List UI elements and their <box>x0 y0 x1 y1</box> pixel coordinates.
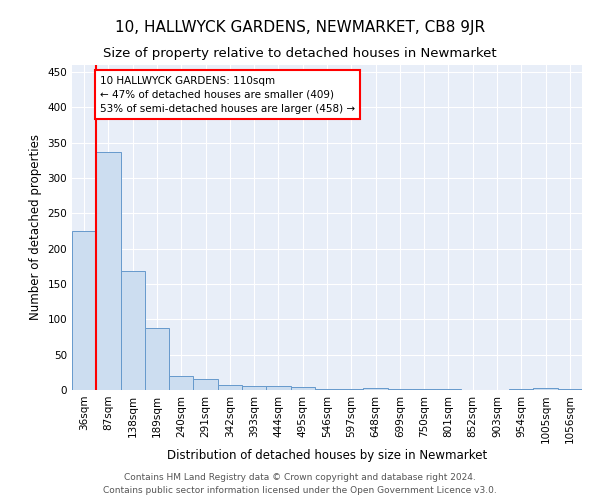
Bar <box>242 386 266 390</box>
Text: 10 HALLWYCK GARDENS: 110sqm
← 47% of detached houses are smaller (409)
53% of se: 10 HALLWYCK GARDENS: 110sqm ← 47% of det… <box>100 76 355 114</box>
Bar <box>121 272 145 390</box>
Text: Size of property relative to detached houses in Newmarket: Size of property relative to detached ho… <box>103 48 497 60</box>
Text: Contains HM Land Registry data © Crown copyright and database right 2024.
Contai: Contains HM Land Registry data © Crown c… <box>103 473 497 495</box>
Bar <box>169 376 193 390</box>
Y-axis label: Number of detached properties: Number of detached properties <box>29 134 42 320</box>
Bar <box>72 231 96 390</box>
Text: 10, HALLWYCK GARDENS, NEWMARKET, CB8 9JR: 10, HALLWYCK GARDENS, NEWMARKET, CB8 9JR <box>115 20 485 35</box>
Bar <box>145 328 169 390</box>
Bar <box>218 385 242 390</box>
Bar <box>290 387 315 390</box>
Bar <box>96 152 121 390</box>
Bar <box>364 388 388 390</box>
Bar <box>533 388 558 390</box>
Bar <box>266 386 290 390</box>
Bar <box>193 380 218 390</box>
X-axis label: Distribution of detached houses by size in Newmarket: Distribution of detached houses by size … <box>167 449 487 462</box>
Bar <box>315 388 339 390</box>
